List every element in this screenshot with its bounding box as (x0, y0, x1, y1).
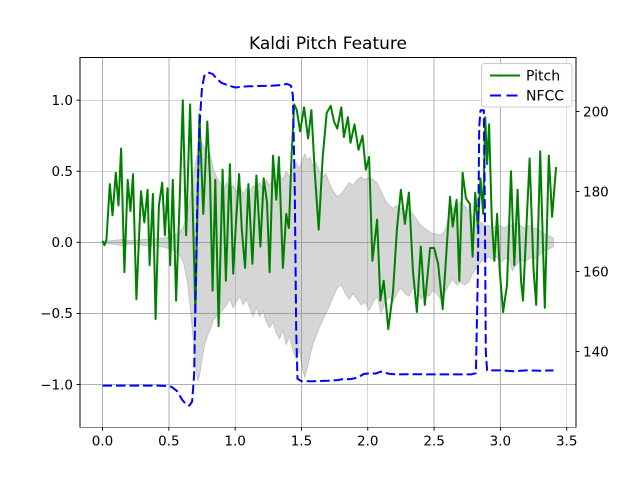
x-tick-label: 3.5 (556, 434, 577, 450)
nfcc-line (102, 71, 554, 407)
y-right-tick-label: 160 (583, 264, 609, 280)
x-tick-label: 2.0 (357, 434, 378, 450)
chart-title: Kaldi Pitch Feature (249, 34, 407, 54)
y-right-tick-label: 200 (583, 104, 609, 120)
pitch-series (101, 99, 558, 331)
x-tick-label: 1.5 (291, 434, 312, 450)
y-left-tick-label: 0.0 (52, 235, 73, 251)
x-tick-label: 3.0 (490, 434, 511, 450)
x-tick-label: 1.0 (224, 434, 245, 450)
legend-nfcc-label: NFCC (526, 89, 564, 105)
axes: 0.0 0.5 1.0 1.5 2.0 2.5 3.0 3.5 −1.0 −0.5 0.0 0.5 1.… (40, 57, 609, 450)
legend-pitch-label: Pitch (526, 69, 560, 85)
y-right-tick-label: 140 (583, 344, 609, 360)
legend-box (481, 63, 573, 108)
y-left-tick-label: −1.0 (40, 377, 73, 393)
x-tick-label: 2.5 (423, 434, 444, 450)
y-left-tick-label: −0.5 (40, 306, 73, 322)
x-tick-label: 0.0 (92, 434, 113, 450)
x-tick-label: 0.5 (158, 434, 179, 450)
y-right-tick-label: 180 (583, 184, 609, 200)
nfcc-series (102, 71, 554, 407)
pitch-line (101, 99, 558, 331)
y-left-tick-label: 1.0 (52, 93, 73, 109)
y-left-tick-label: 0.5 (52, 164, 73, 180)
legend: Pitch NFCC (481, 63, 573, 108)
